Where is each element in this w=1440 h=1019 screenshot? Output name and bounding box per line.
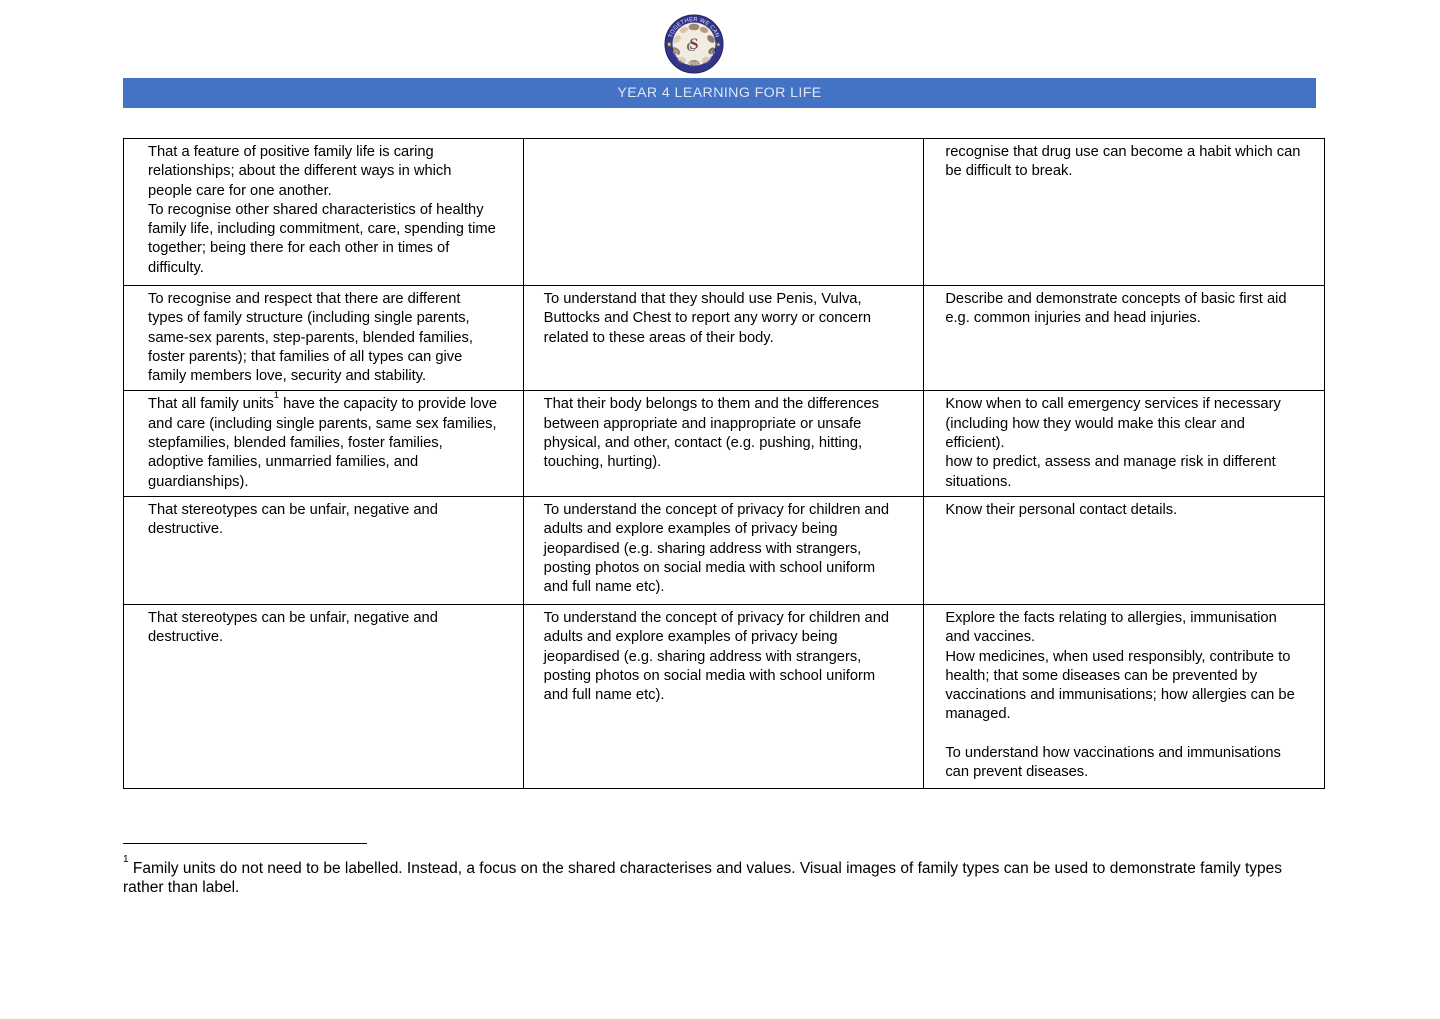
svg-text:C: C (686, 39, 695, 54)
